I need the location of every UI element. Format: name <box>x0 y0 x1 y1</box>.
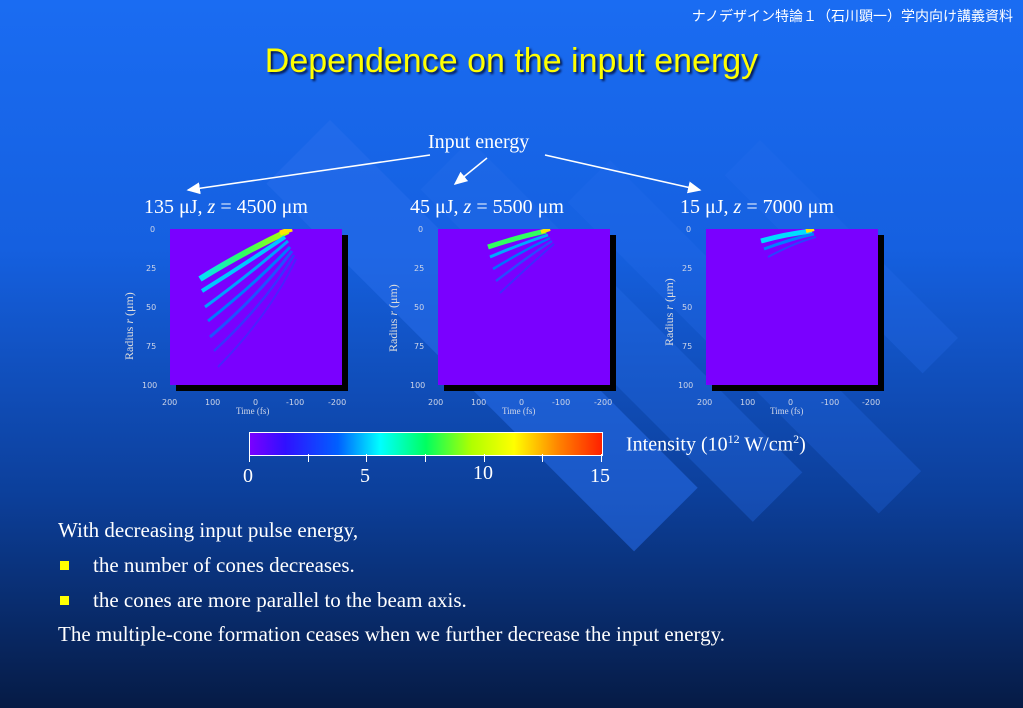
y-tick: 0 <box>150 225 156 234</box>
slide-title: Dependence on the input energy <box>264 42 759 80</box>
bullet-text: the cones are more parallel to the beam … <box>93 588 467 612</box>
x-tick: 100 <box>205 398 221 407</box>
x-tick: 200 <box>697 398 713 407</box>
y-tick: 100 <box>410 381 426 390</box>
colorbar-tick <box>366 454 367 462</box>
y-tick: 50 <box>146 303 157 312</box>
intensity-unit-label: Intensity (1012 W/cm2) <box>626 432 806 456</box>
bullet-square-icon <box>60 561 69 570</box>
colorbar-label: 10 <box>473 462 493 484</box>
x-tick: -200 <box>862 398 881 407</box>
colorbar-tick <box>542 454 543 462</box>
y-tick: 25 <box>682 264 693 273</box>
x-tick: -200 <box>594 398 613 407</box>
x-tick: -200 <box>328 398 347 407</box>
x-tick: -100 <box>821 398 840 407</box>
panel-1-label: 135 μJ, z = 4500 μm <box>144 196 308 218</box>
y-tick: 75 <box>414 342 425 351</box>
y-tick: 0 <box>686 225 692 234</box>
y-tick: 25 <box>414 264 425 273</box>
input-energy-label: Input energy <box>428 131 530 153</box>
y-tick: 0 <box>418 225 424 234</box>
colorbar-tick <box>425 454 426 462</box>
arrow-to-panel-3 <box>544 154 702 194</box>
bullet-text: the number of cones decreases. <box>93 553 355 577</box>
intensity-map-2 <box>438 229 610 385</box>
x-tick: 0 <box>788 398 794 407</box>
intensity-map-3 <box>706 229 878 385</box>
panel-1-ylabel: Radius r (μm) <box>122 292 136 360</box>
y-tick: 100 <box>678 381 694 390</box>
colorbar-tick <box>308 454 309 462</box>
panel-2-xlabel: Time (fs) <box>502 406 536 416</box>
colorbar-label: 5 <box>360 465 370 487</box>
panel-1-xlabel: Time (fs) <box>236 406 270 416</box>
x-tick: 200 <box>428 398 444 407</box>
y-tick: 100 <box>142 381 158 390</box>
bullet-item: the number of cones decreases. <box>58 553 355 578</box>
arrow-to-panel-1 <box>186 154 431 195</box>
panel-3-xlabel: Time (fs) <box>770 406 804 416</box>
course-note: ナノデザイン特論１（石川顕一）学内向け講義資料 <box>691 9 1013 25</box>
x-tick: 100 <box>740 398 756 407</box>
colorbar-label: 15 <box>590 465 610 487</box>
bullet-square-icon <box>60 596 69 605</box>
y-tick: 50 <box>414 303 425 312</box>
panel-3-ylabel: Radius r (μm) <box>662 278 676 346</box>
x-tick: 100 <box>471 398 487 407</box>
panel-2-ylabel: Radius r (μm) <box>386 284 400 352</box>
x-tick: 0 <box>253 398 259 407</box>
colorbar-tick <box>484 454 485 462</box>
x-tick: 0 <box>519 398 525 407</box>
panel-2-label: 45 μJ, z = 5500 μm <box>410 196 564 218</box>
intensity-colorbar <box>249 432 603 456</box>
panel-3-label: 15 μJ, z = 7000 μm <box>680 196 834 218</box>
colorbar-tick <box>249 454 250 462</box>
conclusion-text: The multiple-cone formation ceases when … <box>58 622 726 646</box>
y-tick: 25 <box>146 264 157 273</box>
x-tick: -100 <box>552 398 571 407</box>
colorbar-label: 0 <box>243 465 253 487</box>
arrow-to-panel-2 <box>453 157 488 185</box>
intensity-map-1 <box>170 229 342 385</box>
x-tick: 200 <box>162 398 178 407</box>
x-tick: -100 <box>286 398 305 407</box>
y-tick: 75 <box>682 342 693 351</box>
y-tick: 75 <box>146 342 157 351</box>
intro-text: With decreasing input pulse energy, <box>58 518 359 542</box>
bullet-item: the cones are more parallel to the beam … <box>58 588 467 613</box>
y-tick: 50 <box>682 303 693 312</box>
colorbar-tick <box>601 454 602 462</box>
